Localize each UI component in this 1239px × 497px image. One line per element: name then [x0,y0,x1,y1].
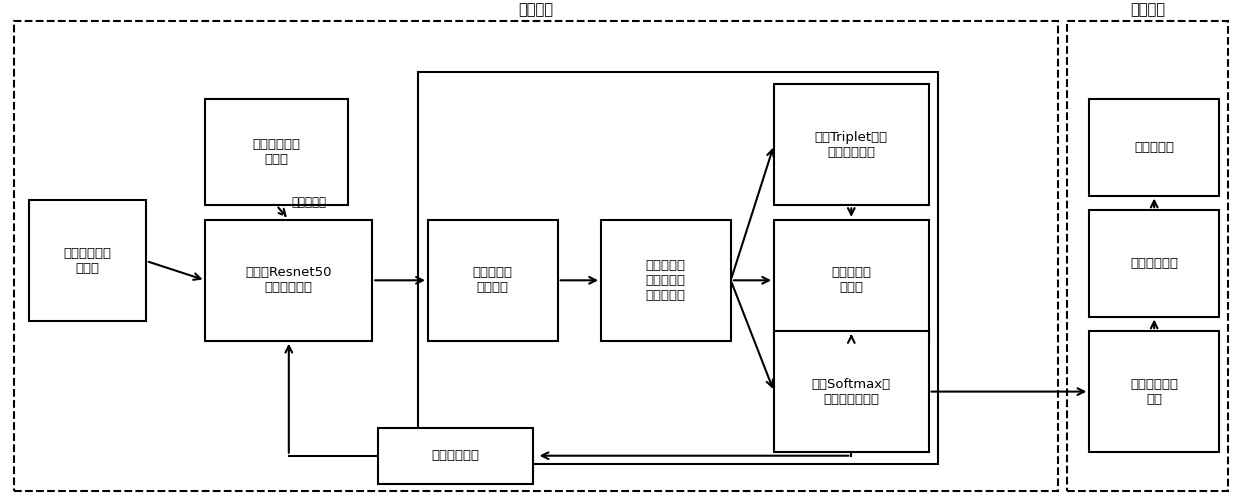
Text: 获取带有伪
标签的目标
域训练数据: 获取带有伪 标签的目标 域训练数据 [646,259,686,302]
Text: 基于Triplet损失
函数的重训练: 基于Triplet损失 函数的重训练 [815,131,888,159]
Text: 计算相似度
得分矩阵: 计算相似度 得分矩阵 [473,266,513,294]
Bar [774,220,928,341]
Text: 基于Softmax损
失函数的重训练: 基于Softmax损 失函数的重训练 [812,378,891,406]
Bar [206,220,372,341]
Bar [206,99,347,205]
Text: 改进的Resnet50
深度网络模型: 改进的Resnet50 深度网络模型 [245,266,332,294]
Text: 提取测试数据
特征: 提取测试数据 特征 [1130,378,1178,406]
Bar [1067,21,1228,491]
Text: 交替循环训练: 交替循环训练 [431,449,479,462]
Bar [1089,331,1219,452]
Text: 特征表征比对: 特征表征比对 [1130,257,1178,270]
Bar [774,331,928,452]
Bar [378,428,533,484]
Bar [28,200,146,322]
Text: 训练阶段: 训练阶段 [519,2,554,17]
Text: 测试阶段: 测试阶段 [1130,2,1165,17]
Text: 初始化网络
分类层: 初始化网络 分类层 [831,266,871,294]
Bar [418,72,938,464]
Bar [1089,99,1219,196]
Bar [427,220,558,341]
Text: 无标签目标域
数据集: 无标签目标域 数据集 [63,247,112,275]
Bar [774,84,928,205]
Text: 网络初始化: 网络初始化 [291,196,326,209]
Bar [14,21,1058,491]
Text: 有标签目标域
数据集: 有标签目标域 数据集 [253,138,300,166]
Text: 行人再识别: 行人再识别 [1134,141,1175,154]
Bar [1089,210,1219,317]
Bar [601,220,731,341]
